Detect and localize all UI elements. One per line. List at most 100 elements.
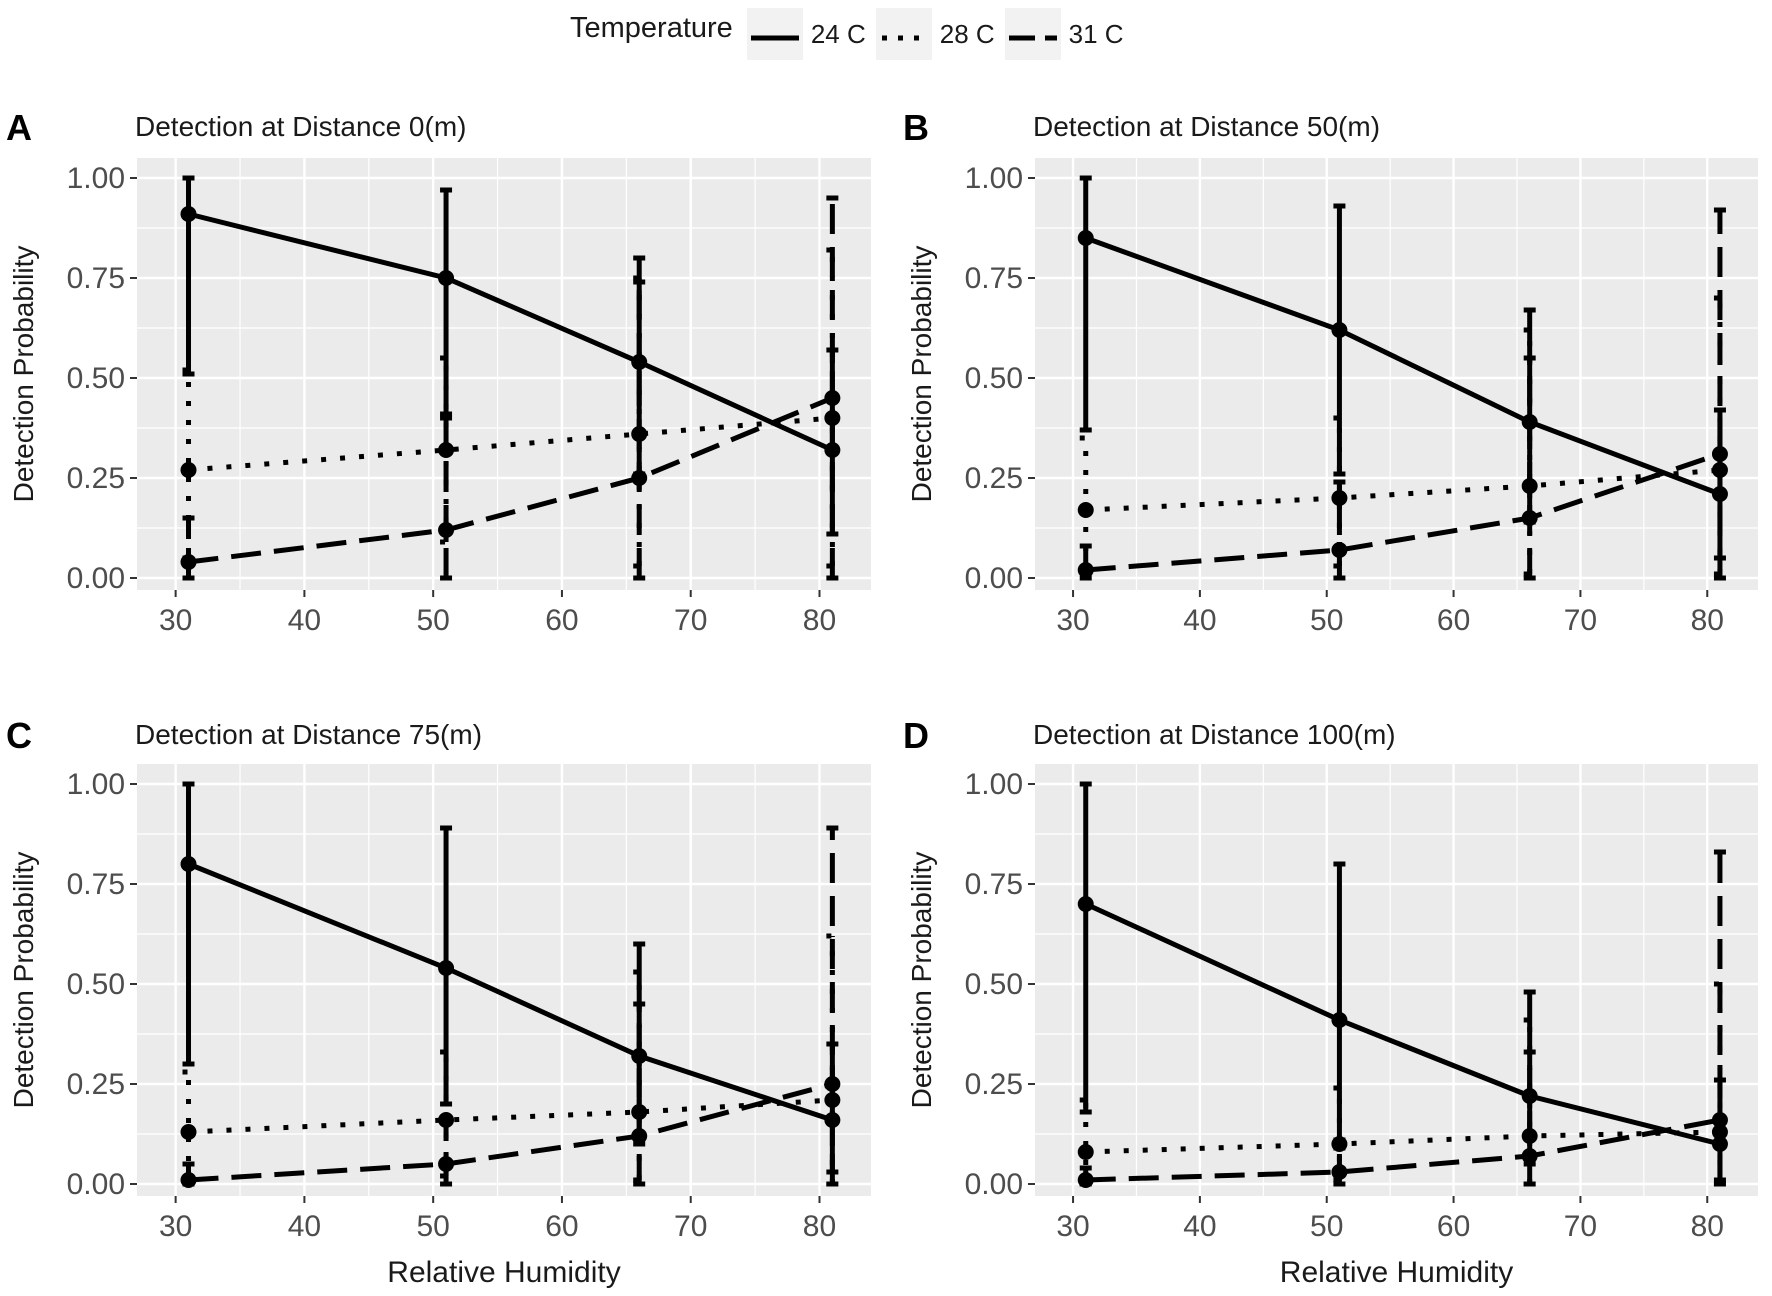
x-tick-label: 30 bbox=[1056, 604, 1089, 637]
data-point-31c bbox=[180, 1172, 197, 1188]
series-group bbox=[180, 781, 841, 1188]
x-tick-label: 70 bbox=[1564, 1210, 1597, 1243]
y-tick-label: 0.50 bbox=[67, 362, 125, 395]
data-point-28c bbox=[1331, 490, 1348, 506]
panel-A: 30 40 50 60 70 80 0.00 0.25 0.50 0.75 1.00 A Detecti… bbox=[6, 107, 871, 637]
x-tick-label: 30 bbox=[1056, 1210, 1089, 1243]
x-tick-label: 40 bbox=[288, 1210, 321, 1243]
y-tick-label: 0.00 bbox=[965, 562, 1023, 595]
data-point-28c bbox=[1077, 502, 1094, 518]
y-axis-label: Detection Probability bbox=[8, 852, 39, 1109]
data-point-31c bbox=[1331, 542, 1348, 558]
data-point-31c bbox=[438, 522, 455, 538]
data-point-28c bbox=[438, 442, 455, 458]
panel-tag: A bbox=[6, 107, 32, 148]
y-tick-label: 0.25 bbox=[965, 462, 1023, 495]
series-group bbox=[180, 175, 841, 581]
data-point-28c bbox=[1077, 1144, 1094, 1160]
y-tick-label: 0.25 bbox=[67, 462, 125, 495]
x-tick-label: 70 bbox=[1564, 604, 1597, 637]
series-group bbox=[1077, 781, 1728, 1188]
y-tick-label: 0.00 bbox=[965, 1168, 1023, 1201]
y-axis-label: Detection Probability bbox=[8, 246, 39, 503]
x-tick-label: 70 bbox=[674, 1210, 707, 1243]
y-tick-label: 1.00 bbox=[965, 768, 1023, 801]
series-line-24c bbox=[1084, 901, 1721, 1147]
x-tick-label: 30 bbox=[159, 604, 192, 637]
y-tick-label: 1.00 bbox=[965, 162, 1023, 195]
data-point-28c bbox=[180, 1124, 197, 1140]
x-tick-label: 80 bbox=[1691, 1210, 1724, 1243]
series-line-24c bbox=[187, 861, 834, 1123]
y-tick-label: 0.00 bbox=[67, 562, 125, 595]
y-tick-label: 0.25 bbox=[965, 1068, 1023, 1101]
legend-solid-line-icon bbox=[746, 8, 803, 60]
data-point-28c bbox=[824, 410, 841, 426]
data-point-31c bbox=[1331, 1164, 1348, 1180]
plot-background bbox=[137, 158, 871, 590]
data-point-28c bbox=[180, 462, 197, 478]
panel-D: 30 40 50 60 70 80 0.00 0.25 0.50 0.75 1.00 D Detecti… bbox=[903, 715, 1758, 1289]
series-line-31c bbox=[1085, 451, 1721, 573]
legend-dashed-line-icon bbox=[1004, 8, 1061, 60]
y-tick-label: 0.00 bbox=[67, 1168, 125, 1201]
data-point-31c bbox=[824, 390, 841, 406]
plot-background bbox=[1035, 158, 1758, 590]
y-tick-label: 0.75 bbox=[965, 868, 1023, 901]
data-point-24c bbox=[438, 270, 455, 286]
y-tick-label: 0.25 bbox=[67, 1068, 125, 1101]
panel-title: Detection at Distance 100(m) bbox=[1033, 719, 1396, 750]
data-point-24c bbox=[180, 206, 197, 222]
x-tick-label: 60 bbox=[545, 1210, 578, 1243]
data-point-24c bbox=[438, 960, 455, 976]
data-point-24c bbox=[1077, 230, 1094, 246]
panel-tag: B bbox=[903, 107, 929, 148]
y-tick-label: 1.00 bbox=[67, 162, 125, 195]
data-point-31c bbox=[1077, 1172, 1094, 1188]
panel-C: 30 40 50 60 70 80 0.00 0.25 0.50 0.75 1.00 C Detecti… bbox=[6, 715, 871, 1289]
x-tick-label: 50 bbox=[416, 1210, 449, 1243]
legend-item-31c: 31 C bbox=[1004, 8, 1124, 60]
legend-item-24c: 24 C bbox=[746, 8, 866, 60]
panel-title: Detection at Distance 75(m) bbox=[135, 719, 482, 750]
legend: Temperature 24 C 28 C 31 C bbox=[570, 6, 1134, 62]
data-point-24c bbox=[180, 856, 197, 872]
data-point-31c bbox=[1711, 446, 1728, 462]
y-tick-label: 0.75 bbox=[965, 262, 1023, 295]
panel-B: 30 40 50 60 70 80 0.00 0.25 0.50 0.75 1.00 B Detecti… bbox=[903, 107, 1758, 637]
x-tick-label: 60 bbox=[545, 604, 578, 637]
panel-tag: C bbox=[6, 715, 32, 756]
x-tick-label: 60 bbox=[1437, 1210, 1470, 1243]
y-tick-label: 0.75 bbox=[67, 868, 125, 901]
y-axis-label: Detection Probability bbox=[906, 246, 937, 503]
data-point-31c bbox=[631, 1128, 648, 1144]
data-point-31c bbox=[1521, 510, 1538, 526]
legend-dotted-line-icon bbox=[875, 8, 932, 60]
data-point-28c bbox=[824, 1092, 841, 1108]
x-tick-label: 40 bbox=[1183, 604, 1216, 637]
series-line-31c bbox=[188, 395, 834, 565]
legend-title: Temperature bbox=[570, 11, 733, 44]
x-tick-label: 50 bbox=[416, 604, 449, 637]
x-axis-label: Relative Humidity bbox=[387, 1256, 620, 1289]
y-tick-label: 0.50 bbox=[965, 362, 1023, 395]
series-group bbox=[1077, 175, 1728, 581]
x-tick-label: 50 bbox=[1310, 604, 1343, 637]
y-tick-label: 0.50 bbox=[67, 968, 125, 1001]
x-tick-label: 50 bbox=[1310, 1210, 1343, 1243]
y-tick-label: 1.00 bbox=[67, 768, 125, 801]
x-tick-label: 80 bbox=[803, 1210, 836, 1243]
legend-label-28c: 28 C bbox=[939, 18, 995, 49]
legend-label-31c: 31 C bbox=[1068, 18, 1124, 49]
data-point-31c bbox=[438, 1156, 455, 1172]
x-tick-label: 60 bbox=[1437, 604, 1470, 637]
series-line-31c bbox=[1085, 1117, 1721, 1183]
panel-title: Detection at Distance 50(m) bbox=[1033, 111, 1380, 142]
x-tick-label: 70 bbox=[674, 604, 707, 637]
x-tick-label: 80 bbox=[803, 604, 836, 637]
series-line-24c bbox=[187, 211, 834, 453]
y-tick-label: 0.50 bbox=[965, 968, 1023, 1001]
data-point-31c bbox=[631, 470, 648, 486]
y-tick-label: 0.75 bbox=[67, 262, 125, 295]
